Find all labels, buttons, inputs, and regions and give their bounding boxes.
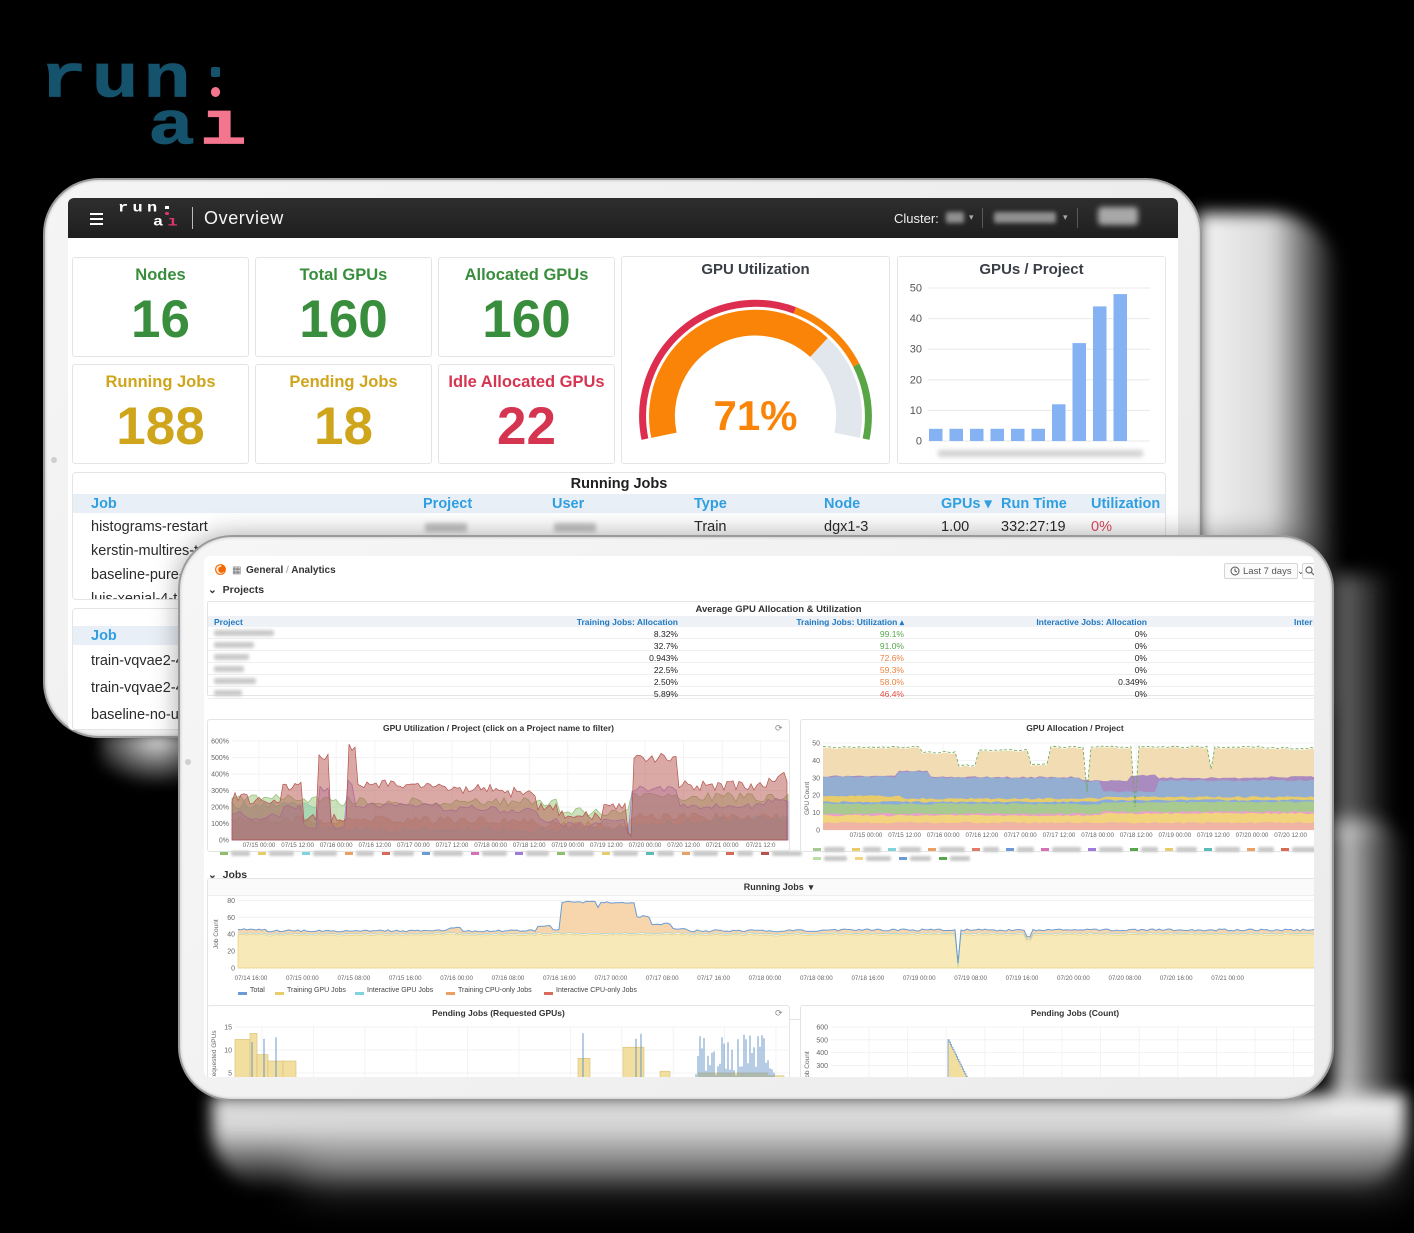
svg-text:40: 40 bbox=[227, 932, 235, 939]
svg-text:07/16 12:00: 07/16 12:00 bbox=[358, 842, 391, 849]
svg-text:07/19 00:00: 07/19 00:00 bbox=[903, 975, 936, 982]
svg-text:5: 5 bbox=[228, 1071, 232, 1078]
svg-text:500%: 500% bbox=[211, 755, 229, 762]
svg-text:07/15 16:00: 07/15 16:00 bbox=[389, 975, 422, 982]
svg-text:300%: 300% bbox=[211, 788, 229, 795]
svg-text:07/18 12:00: 07/18 12:00 bbox=[1120, 832, 1153, 839]
svg-text:20: 20 bbox=[910, 374, 922, 386]
svg-text:30: 30 bbox=[812, 775, 820, 782]
svg-text:07/20 12:00: 07/20 12:00 bbox=[1274, 832, 1307, 839]
svg-text:Job Count: Job Count bbox=[804, 1051, 811, 1077]
svg-text:07/18 00:00: 07/18 00:00 bbox=[474, 842, 507, 849]
svg-text:07/18 16:00: 07/18 16:00 bbox=[851, 975, 884, 982]
svg-text:07/15 12:00: 07/15 12:00 bbox=[281, 842, 314, 849]
svg-text:07/21 12:0: 07/21 12:0 bbox=[746, 842, 776, 849]
svg-text:300: 300 bbox=[816, 1063, 828, 1070]
svg-text:07/16 00:00: 07/16 00:00 bbox=[320, 842, 353, 849]
svg-text:400%: 400% bbox=[211, 772, 229, 779]
svg-text:500: 500 bbox=[816, 1037, 828, 1044]
svg-text:20: 20 bbox=[227, 949, 235, 956]
svg-text:07/19 16:00: 07/19 16:00 bbox=[1006, 975, 1039, 982]
svg-text:400: 400 bbox=[816, 1050, 828, 1057]
svg-text:0: 0 bbox=[231, 966, 235, 973]
svg-text:0: 0 bbox=[816, 828, 820, 835]
svg-text:07/18 12:00: 07/18 12:00 bbox=[513, 842, 546, 849]
svg-text:07/21 00:00: 07/21 00:00 bbox=[706, 842, 739, 849]
svg-text:07/20 00:00: 07/20 00:00 bbox=[629, 842, 662, 849]
svg-text:07/16 12:00: 07/16 12:00 bbox=[965, 832, 998, 839]
svg-text:10: 10 bbox=[812, 810, 820, 817]
svg-text:07/16 00:00: 07/16 00:00 bbox=[440, 975, 473, 982]
svg-text:40: 40 bbox=[812, 758, 820, 765]
svg-text:40: 40 bbox=[910, 313, 922, 325]
svg-text:07/15 08:00: 07/15 08:00 bbox=[337, 975, 370, 982]
svg-text:07/14 16:00: 07/14 16:00 bbox=[235, 975, 268, 982]
svg-text:07/21 00:00: 07/21 00:00 bbox=[1211, 975, 1244, 982]
svg-text:07/19 08:00: 07/19 08:00 bbox=[954, 975, 987, 982]
svg-text:07/16 08:00: 07/16 08:00 bbox=[492, 975, 525, 982]
svg-text:10: 10 bbox=[910, 405, 922, 417]
svg-text:15: 15 bbox=[224, 1025, 232, 1032]
svg-text:07/17 00:00: 07/17 00:00 bbox=[594, 975, 627, 982]
svg-text:30: 30 bbox=[910, 344, 922, 356]
svg-text:GPU Count: GPU Count bbox=[804, 782, 811, 815]
svg-text:100%: 100% bbox=[211, 821, 229, 828]
svg-text:07/17 16:00: 07/17 16:00 bbox=[697, 975, 730, 982]
svg-text:0%: 0% bbox=[219, 838, 229, 845]
svg-text:07/19 12:00: 07/19 12:00 bbox=[1197, 832, 1230, 839]
svg-text:20: 20 bbox=[812, 793, 820, 800]
svg-text:07/19 12:00: 07/19 12:00 bbox=[590, 842, 623, 849]
svg-text:07/17 00:00: 07/17 00:00 bbox=[1004, 832, 1037, 839]
svg-text:80: 80 bbox=[227, 898, 235, 905]
svg-text:0: 0 bbox=[916, 436, 922, 448]
svg-text:07/17 00:00: 07/17 00:00 bbox=[397, 842, 430, 849]
svg-text:600%: 600% bbox=[211, 739, 229, 746]
svg-text:07/20 00:00: 07/20 00:00 bbox=[1236, 832, 1269, 839]
svg-text:07/17 08:00: 07/17 08:00 bbox=[646, 975, 679, 982]
svg-text:07/18 00:00: 07/18 00:00 bbox=[749, 975, 782, 982]
svg-text:07/15 12:00: 07/15 12:00 bbox=[888, 832, 921, 839]
svg-text:10: 10 bbox=[224, 1048, 232, 1055]
svg-text:Requested GPUs: Requested GPUs bbox=[211, 1030, 218, 1077]
svg-text:07/20 16:00: 07/20 16:00 bbox=[1160, 975, 1193, 982]
svg-text:07/16 00:00: 07/16 00:00 bbox=[927, 832, 960, 839]
svg-text:Job Count: Job Count bbox=[213, 919, 220, 949]
svg-text:07/15 00:00: 07/15 00:00 bbox=[286, 975, 319, 982]
svg-text:07/15 00:00: 07/15 00:00 bbox=[850, 832, 883, 839]
svg-text:07/20 12:00: 07/20 12:00 bbox=[667, 842, 700, 849]
svg-text:07/17 12:00: 07/17 12:00 bbox=[1043, 832, 1076, 839]
svg-text:07/16 16:00: 07/16 16:00 bbox=[543, 975, 576, 982]
svg-text:50: 50 bbox=[910, 283, 922, 295]
svg-text:50: 50 bbox=[812, 741, 820, 748]
svg-text:07/19 00:00: 07/19 00:00 bbox=[1158, 832, 1191, 839]
svg-text:07/18 00:00: 07/18 00:00 bbox=[1081, 832, 1114, 839]
svg-text:07/20 00:00: 07/20 00:00 bbox=[1057, 975, 1090, 982]
svg-text:07/19 00:00: 07/19 00:00 bbox=[551, 842, 584, 849]
svg-text:07/15 00:00: 07/15 00:00 bbox=[243, 842, 276, 849]
svg-text:07/18 08:00: 07/18 08:00 bbox=[800, 975, 833, 982]
svg-text:60: 60 bbox=[227, 915, 235, 922]
svg-text:600: 600 bbox=[816, 1025, 828, 1032]
svg-text:07/17 12:00: 07/17 12:00 bbox=[436, 842, 469, 849]
svg-text:07/20 08:00: 07/20 08:00 bbox=[1108, 975, 1141, 982]
svg-text:200%: 200% bbox=[211, 805, 229, 812]
